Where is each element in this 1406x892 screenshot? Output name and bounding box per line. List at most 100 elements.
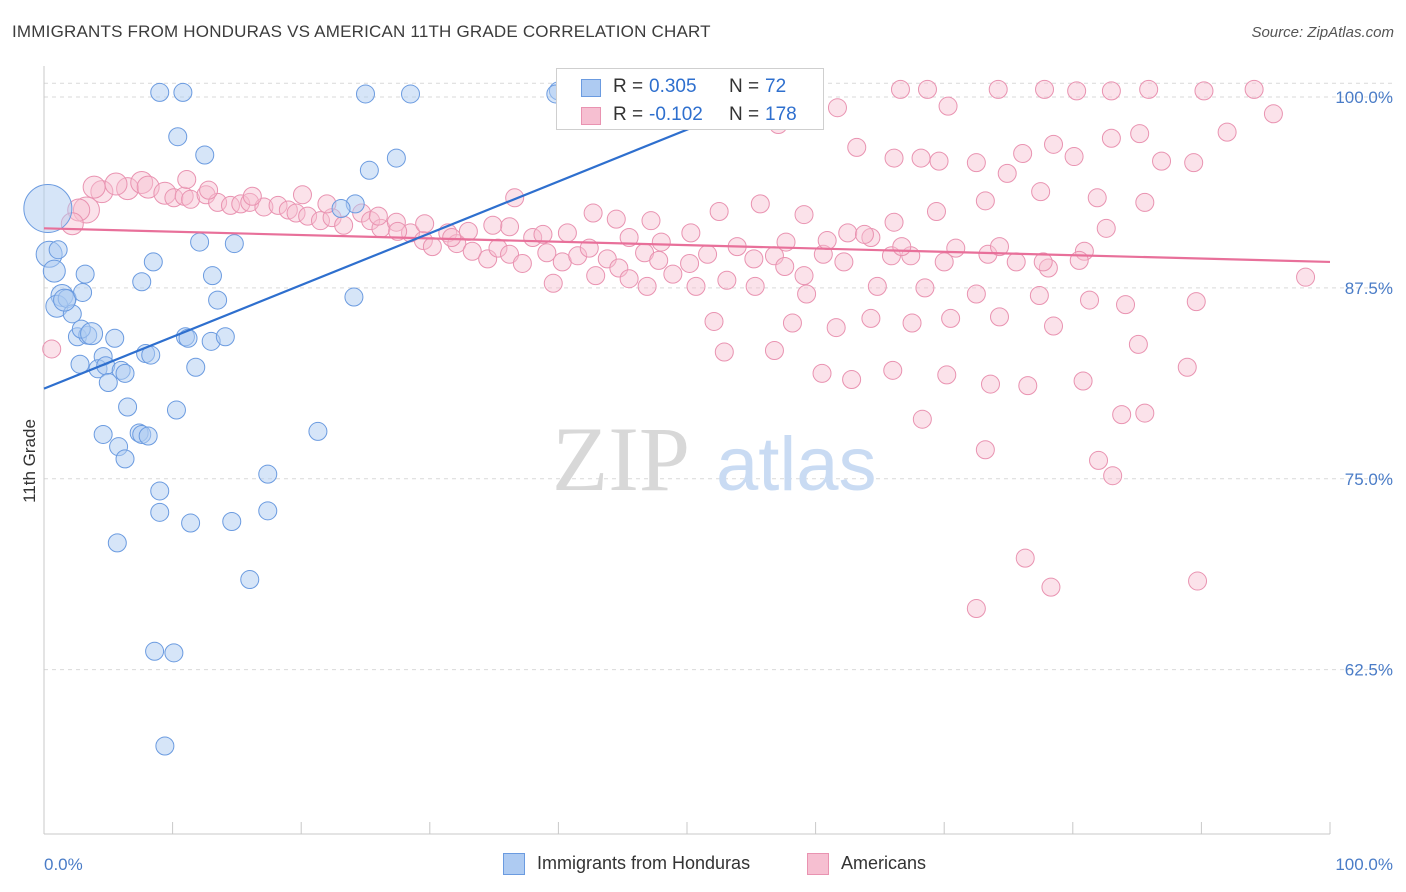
americans-point xyxy=(834,252,854,272)
honduras-point xyxy=(164,643,184,663)
legend-label: Immigrants from Honduras xyxy=(537,853,751,873)
americans-point xyxy=(568,246,588,266)
americans-point xyxy=(586,266,606,286)
americans-point xyxy=(1263,104,1283,124)
americans-point xyxy=(181,189,201,209)
americans-point xyxy=(686,276,706,296)
americans-point xyxy=(619,227,639,247)
americans-point xyxy=(890,79,910,99)
americans-point xyxy=(90,180,114,204)
americans-point xyxy=(1041,577,1061,597)
honduras-point xyxy=(202,266,222,286)
americans-point xyxy=(1015,548,1035,568)
americans-point xyxy=(966,153,986,173)
americans-point xyxy=(543,273,563,293)
americans-point xyxy=(938,96,958,116)
americans-point xyxy=(505,188,525,208)
americans-point xyxy=(1103,466,1123,486)
americans-point xyxy=(478,249,498,269)
americans-point xyxy=(368,206,388,226)
americans-point xyxy=(989,237,1009,257)
americans-point xyxy=(975,440,995,460)
n-label: N = xyxy=(729,104,760,125)
americans-point xyxy=(104,172,128,196)
honduras-point xyxy=(53,288,77,312)
honduras-point xyxy=(75,264,95,284)
americans-point xyxy=(1096,218,1116,238)
honduras-point xyxy=(115,363,135,383)
americans-point xyxy=(663,264,683,284)
honduras-point xyxy=(115,449,135,469)
americans-trend-line xyxy=(43,227,1331,264)
series-legend: Immigrants from Honduras Americans xyxy=(0,851,1406,879)
honduras-point xyxy=(107,533,127,553)
americans-point xyxy=(609,258,629,278)
americans-point xyxy=(1067,81,1087,101)
americans-point xyxy=(1194,81,1214,101)
americans-point xyxy=(750,194,770,214)
americans-point xyxy=(817,231,837,251)
americans-point xyxy=(902,313,922,333)
honduras-point xyxy=(118,397,138,417)
honduras-point xyxy=(308,421,328,441)
americans-point xyxy=(892,237,912,257)
americans-point xyxy=(220,195,240,215)
r-value: 0.305 xyxy=(649,76,697,97)
honduras-point xyxy=(138,426,158,446)
honduras-point xyxy=(222,512,242,532)
americans-points xyxy=(42,79,1316,619)
americans-point xyxy=(1087,188,1107,208)
honduras-point xyxy=(48,240,68,260)
americans-point xyxy=(941,308,961,328)
americans-point xyxy=(1128,334,1148,354)
americans-point xyxy=(827,98,847,118)
honduras-point xyxy=(224,234,244,254)
americans-point xyxy=(1217,122,1237,142)
y-tick-label: 87.5% xyxy=(1345,279,1393,298)
y-tick-labels: 100.0% 87.5% 75.0% 62.5% xyxy=(1335,88,1393,680)
americans-point xyxy=(583,203,603,223)
honduras-point xyxy=(42,259,66,283)
r-label: R = xyxy=(613,76,644,97)
honduras-point xyxy=(132,272,152,292)
honduras-point xyxy=(73,282,93,302)
americans-point xyxy=(966,599,986,619)
honduras-point xyxy=(173,82,193,102)
americans-point xyxy=(854,224,874,244)
americans-point xyxy=(744,249,764,269)
americans-point xyxy=(842,369,862,389)
honduras-point xyxy=(359,160,379,180)
americans-point xyxy=(847,137,867,157)
americans-point xyxy=(917,79,937,99)
honduras-point xyxy=(80,322,104,346)
americans-point xyxy=(641,211,661,231)
honduras-point xyxy=(386,148,406,168)
americans-point xyxy=(989,307,1009,327)
americans-point xyxy=(1101,81,1121,101)
honduras-point xyxy=(240,570,260,590)
americans-point xyxy=(557,223,577,243)
honduras-trend-line xyxy=(43,123,701,390)
honduras-point xyxy=(155,736,175,756)
americans-point xyxy=(242,186,262,206)
honduras-point xyxy=(356,84,375,104)
x-tick-label: 0.0% xyxy=(44,855,83,874)
americans-point xyxy=(512,253,532,273)
americans-point xyxy=(1188,571,1208,591)
americans-point xyxy=(310,211,330,231)
americans-point xyxy=(422,237,442,257)
americans-point xyxy=(500,217,520,237)
americans-point xyxy=(1031,182,1051,202)
americans-point xyxy=(926,202,946,222)
honduras-swatch xyxy=(581,79,601,97)
americans-point xyxy=(912,409,932,429)
y-tick-label: 62.5% xyxy=(1345,661,1393,680)
americans-point xyxy=(782,313,802,333)
honduras-point xyxy=(150,481,170,501)
x-tick-labels: 0.0% 100.0% xyxy=(44,855,1393,874)
americans-point xyxy=(988,79,1008,99)
americans-point xyxy=(1184,153,1204,173)
americans-point xyxy=(975,191,995,211)
americans-point xyxy=(704,311,724,331)
americans-point xyxy=(500,244,520,264)
